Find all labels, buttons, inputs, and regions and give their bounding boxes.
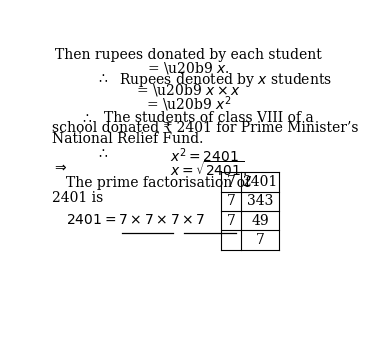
Text: $x^2 = 2401$: $x^2 = 2401$ bbox=[170, 146, 239, 165]
Text: 7: 7 bbox=[227, 214, 236, 228]
Text: = \u20b9 $x^2$: = \u20b9 $x^2$ bbox=[146, 94, 231, 113]
Text: 2401: 2401 bbox=[243, 175, 278, 189]
Text: 7: 7 bbox=[227, 175, 236, 189]
Text: National Relief Fund.: National Relief Fund. bbox=[52, 132, 203, 146]
Text: 2401 is: 2401 is bbox=[52, 191, 103, 205]
Text: 7: 7 bbox=[256, 233, 265, 247]
Text: 343: 343 bbox=[247, 194, 273, 208]
Text: $\therefore$: $\therefore$ bbox=[96, 71, 109, 85]
Text: The prime factorisation of: The prime factorisation of bbox=[66, 175, 250, 190]
Text: Rupees denoted by $x$ students: Rupees denoted by $x$ students bbox=[119, 71, 332, 89]
Text: $\therefore$: $\therefore$ bbox=[80, 111, 93, 125]
Text: = \u20b9 $x$.: = \u20b9 $x$. bbox=[147, 60, 230, 76]
Text: $\Rightarrow$: $\Rightarrow$ bbox=[52, 160, 67, 174]
Text: = \u20b9 $x \times x$: = \u20b9 $x \times x$ bbox=[136, 82, 241, 98]
Text: $x = \sqrt{2401}$.: $x = \sqrt{2401}$. bbox=[170, 160, 247, 179]
Text: $2401 = 7 \times 7 \times 7 \times 7$: $2401 = 7 \times 7 \times 7 \times 7$ bbox=[66, 213, 205, 227]
Text: 7: 7 bbox=[227, 194, 236, 208]
Text: Then rupees donated by each student: Then rupees donated by each student bbox=[55, 48, 322, 62]
Text: school donated ₹ 2401 for Prime Minister’s: school donated ₹ 2401 for Prime Minister… bbox=[52, 121, 358, 135]
Text: 49: 49 bbox=[251, 214, 269, 228]
Text: $\therefore$: $\therefore$ bbox=[96, 146, 109, 160]
Text: The students of class VIII of a: The students of class VIII of a bbox=[105, 111, 314, 125]
